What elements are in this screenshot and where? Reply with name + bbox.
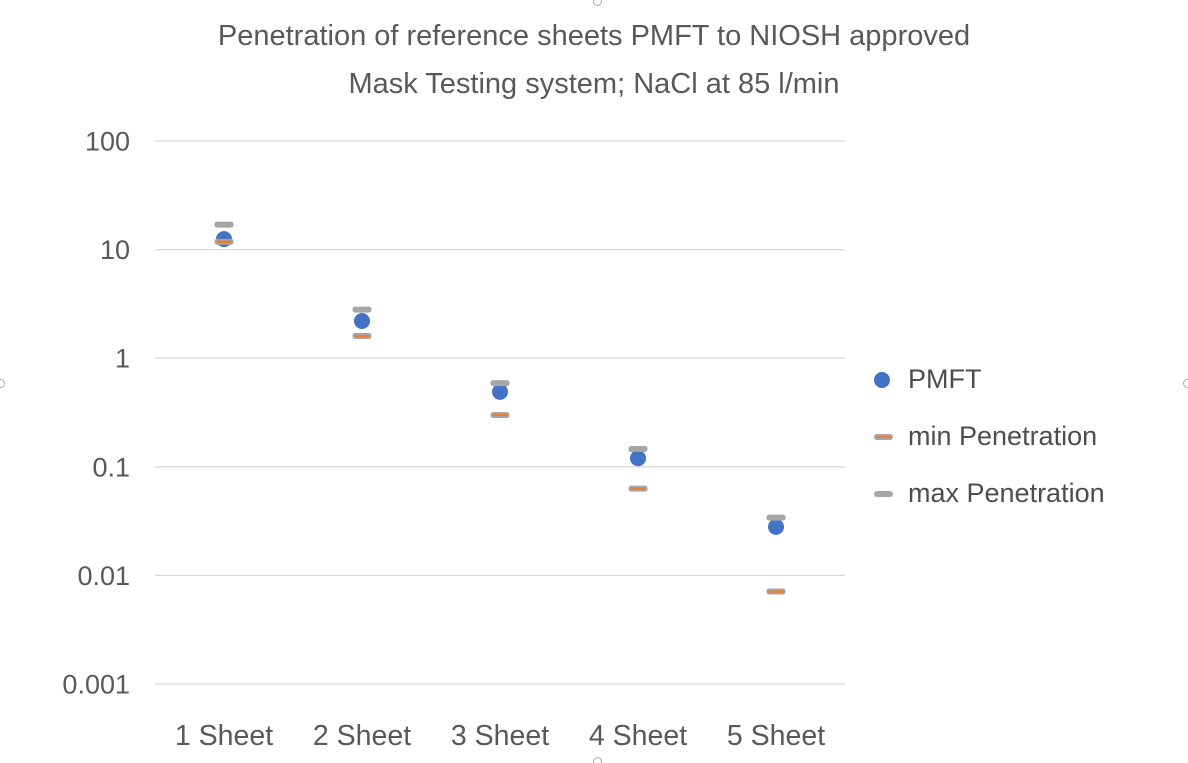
chart-title-line2: Mask Testing system; NaCl at 85 l/min	[348, 68, 840, 100]
y-tick-label: 10	[100, 235, 130, 265]
legend-item-min-penetration[interactable]: min Penetration	[874, 408, 1184, 465]
x-category-label: 5 Sheet	[727, 720, 825, 752]
x-category-label: 4 Sheet	[589, 720, 687, 752]
resize-handle-bottom[interactable]	[592, 757, 602, 763]
resize-handle-top[interactable]	[592, 0, 602, 6]
x-category-label: 2 Sheet	[313, 720, 411, 752]
data-point-pmft[interactable]	[492, 383, 508, 400]
data-point-max-penetration[interactable]	[352, 306, 372, 313]
legend-label-pmft: PMFT	[908, 364, 982, 394]
legend-item-max-penetration[interactable]: max Penetration	[874, 465, 1184, 522]
data-point-pmft[interactable]	[354, 313, 370, 330]
data-point-max-penetration[interactable]	[490, 380, 510, 387]
min-dash-icon	[874, 433, 908, 440]
legend-label-min-penetration: min Penetration	[908, 421, 1098, 451]
data-point-max-penetration[interactable]	[628, 445, 648, 452]
resize-handle-left[interactable]	[0, 378, 5, 388]
legend-label-max-penetration: max Penetration	[908, 478, 1105, 508]
data-point-max-penetration[interactable]	[766, 514, 786, 521]
data-point-min-penetration-stripe	[492, 413, 508, 417]
y-tick-label: 0.01	[77, 561, 130, 591]
resize-handle-right[interactable]	[1182, 378, 1188, 388]
data-point-pmft[interactable]	[768, 518, 784, 535]
data-point-max-penetration[interactable]	[214, 221, 234, 228]
legend-item-pmft[interactable]: PMFT	[874, 351, 1184, 408]
y-tick-label: 0.001	[62, 670, 130, 700]
chart-title: Penetration of reference sheets PMFT to …	[0, 12, 1188, 108]
x-category-label: 1 Sheet	[175, 720, 273, 752]
chart-title-line1: Penetration of reference sheets PMFT to …	[217, 20, 971, 52]
data-point-pmft[interactable]	[630, 450, 646, 467]
legend: PMFT min Penetration max Penetration	[874, 351, 1184, 522]
y-tick-label: 0.1	[92, 452, 130, 482]
data-point-min-penetration-stripe	[630, 487, 646, 490]
data-point-min-penetration-stripe	[354, 334, 370, 338]
x-category-label: 3 Sheet	[451, 720, 549, 752]
max-dash-icon	[874, 490, 908, 497]
y-tick-label: 100	[85, 127, 130, 157]
y-tick-label: 1	[115, 344, 130, 374]
pmft-circle-icon	[874, 371, 908, 388]
data-point-min-penetration-stripe	[768, 590, 784, 593]
data-point-min-penetration-stripe	[216, 240, 232, 243]
